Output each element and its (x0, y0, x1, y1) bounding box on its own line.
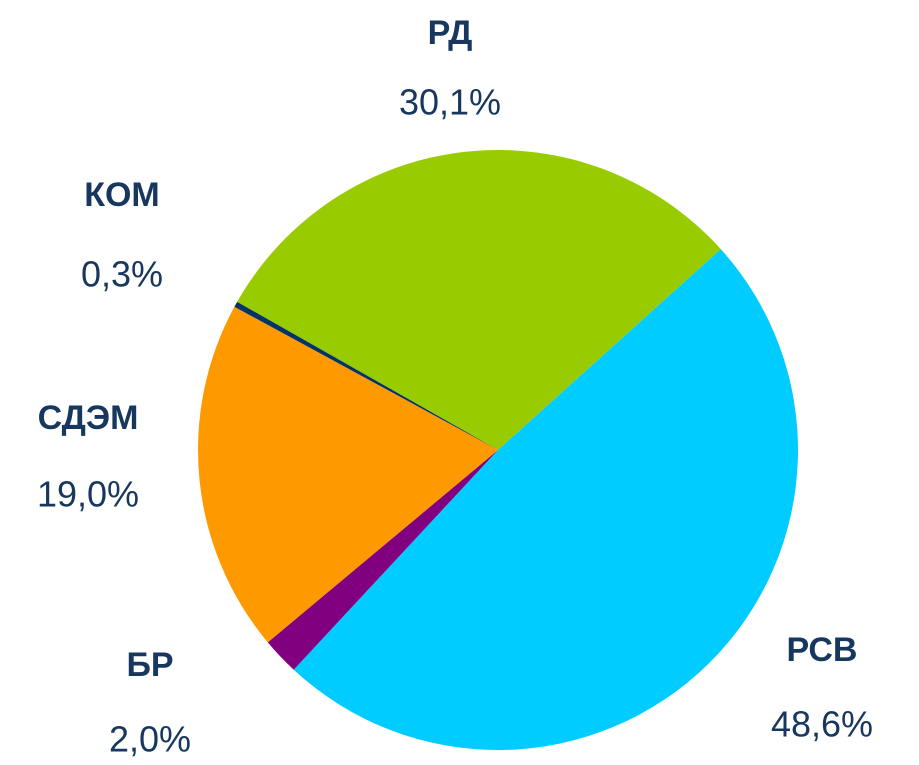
pie-slice (293, 249, 799, 751)
pie-slice (197, 306, 498, 643)
slice-name: БР (126, 646, 173, 684)
slice-name: РД (428, 14, 473, 52)
slice-name: КОМ (84, 176, 160, 214)
slice-name: СДЭМ (38, 399, 139, 437)
slice-value: 0,3% (81, 254, 163, 295)
slice-value: 2,0% (109, 719, 191, 760)
slice-value: 30,1% (399, 82, 501, 123)
slice-name: РСВ (787, 631, 858, 669)
slice-value: 48,6% (771, 704, 873, 745)
slice-value: 19,0% (37, 474, 139, 515)
pie-slice (237, 150, 721, 451)
pie-slice (267, 450, 498, 670)
pie-slice (234, 301, 498, 450)
